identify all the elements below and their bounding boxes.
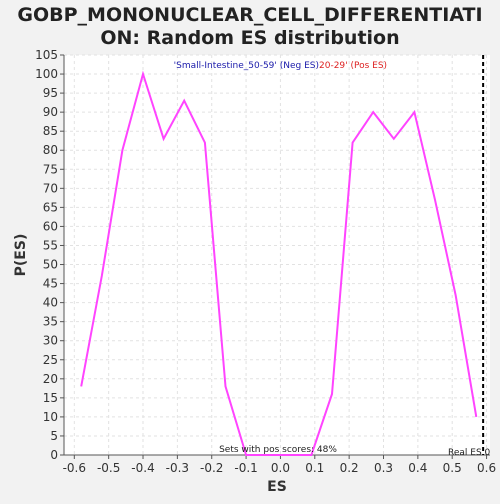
legend-pos-label: 20-29' (Pos ES)	[319, 61, 387, 71]
x-axis-label: ES	[267, 479, 287, 495]
x-tick-label: 0.4	[408, 461, 427, 475]
y-tick-label: 0	[50, 448, 58, 462]
axis-layer: 0 5 10 15 20 25 30 35 40 45 50 55 60 65 70 75 80 85 90 95 10…	[35, 48, 496, 475]
y-tick-label: 65	[43, 200, 58, 214]
y-tick-label: 35	[43, 315, 58, 329]
x-tick-label: -0.6	[63, 461, 86, 475]
x-tick-label: 0.1	[305, 461, 324, 475]
y-tick-label: 90	[43, 105, 58, 119]
x-tick-label: 0.5	[443, 461, 462, 475]
y-tick-label: 5	[50, 429, 58, 443]
y-tick-label: 75	[43, 162, 58, 176]
x-tick-label: 0.6	[477, 461, 496, 475]
grid-layer	[64, 54, 490, 456]
y-tick-label: 95	[43, 86, 58, 100]
y-tick-label: 80	[43, 143, 58, 157]
y-tick-label: 40	[43, 296, 58, 310]
y-tick-label: 50	[43, 258, 58, 272]
y-tick-label: 100	[35, 67, 58, 81]
real-es-label: Real ES 0	[448, 448, 491, 458]
y-tick-label: 10	[43, 410, 58, 424]
y-tick-label: 85	[43, 124, 58, 138]
y-tick-label: 105	[35, 48, 58, 62]
y-tick-label: 20	[43, 372, 58, 386]
pos-scores-annotation: Sets with pos scores: 48%	[219, 445, 337, 455]
series-layer	[80, 55, 485, 456]
x-tick-label: -0.2	[200, 461, 223, 475]
x-tick-label: -0.3	[166, 461, 189, 475]
x-tick-label: 0.3	[374, 461, 393, 475]
y-tick-label: 60	[43, 219, 58, 233]
x-tick-label: 0.0	[271, 461, 290, 475]
y-tick-label: 45	[43, 277, 58, 291]
x-tick-label: -0.4	[131, 461, 154, 475]
y-tick-label: 30	[43, 334, 58, 348]
x-tick-label: -0.1	[234, 461, 257, 475]
y-tick-label: 55	[43, 238, 58, 252]
y-tick-label: 70	[43, 181, 58, 195]
es-distribution-line	[80, 70, 478, 456]
y-tick-label: 15	[43, 391, 58, 405]
y-axis-label: P(ES)	[13, 234, 29, 277]
x-tick-label: 0.2	[340, 461, 359, 475]
chart-title-line-1: GOBP_MONONUCLEAR_CELL_DIFFERENTIATI	[17, 4, 482, 26]
plot-area	[64, 55, 490, 455]
legend-neg-label: 'Small-Intestine_50-59' (Neg ES)	[174, 61, 319, 71]
y-tick-label: 25	[43, 353, 58, 367]
chart-title-line-2: ON: Random ES distribution	[100, 27, 399, 49]
x-tick-label: -0.5	[97, 461, 120, 475]
